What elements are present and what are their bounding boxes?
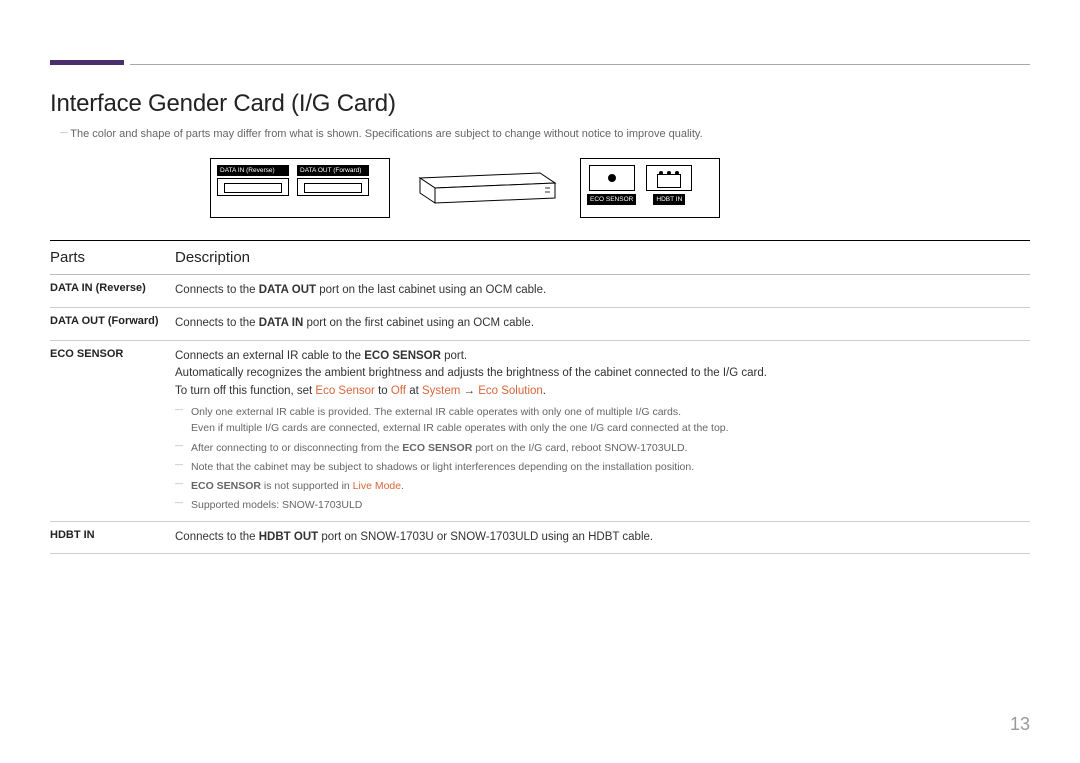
th-description: Description [175,241,1030,274]
part-name: DATA OUT (Forward) [50,315,175,333]
rj45-icon [646,165,692,191]
diagram-ports: DATA IN (Reverse) DATA OUT (Forward) [210,158,390,218]
desc-line: To turn off this function, set Eco Senso… [175,383,1030,401]
table-row: DATA OUT (Forward) Connects to the DATA … [50,308,1030,341]
desc-line: Automatically recognizes the ambient bri… [175,365,1030,383]
port-label-eco: ECO SENSOR [587,194,636,205]
part-name: ECO SENSOR [50,348,175,514]
desc-text: port on the last cabinet using an OCM ca… [316,284,546,296]
page: Interface Gender Card (I/G Card) The col… [0,0,1080,763]
part-desc: Connects to the DATA IN port on the firs… [175,315,1030,333]
sub-note: ECO SENSOR is not supported in Live Mode… [175,478,1030,494]
desc-bold: DATA OUT [259,284,316,296]
desc-text: To turn off this function, set [175,385,315,397]
desc-text: port. [441,350,467,362]
sub-note: Only one external IR cable is provided. … [175,404,1030,420]
part-name: DATA IN (Reverse) [50,282,175,300]
desc-text: After connecting to or disconnecting fro… [191,442,402,454]
th-parts: Parts [50,241,175,274]
desc-text: port on the I/G card, reboot SNOW-1703UL… [472,442,687,454]
accent-bar [50,60,124,65]
desc-text: port on the first cabinet using an OCM c… [303,317,534,329]
table-row: DATA IN (Reverse) Connects to the DATA O… [50,275,1030,308]
port-data-in: DATA IN (Reverse) [217,165,289,211]
part-desc: Connects to the DATA OUT port on the las… [175,282,1030,300]
port-hdbt-in: HDBT IN [646,165,692,211]
desc-text: to [375,385,391,397]
sub-note: Note that the cabinet may be subject to … [175,459,1030,475]
desc-text: . [543,385,546,397]
port-slot-icon [297,178,369,196]
desc-line: Connects an external IR cable to the ECO… [175,348,1030,366]
table-row: HDBT IN Connects to the HDBT OUT port on… [50,522,1030,555]
accent-text: Eco Solution [478,385,543,397]
top-divider [130,64,1030,65]
accent-text: Off [391,385,406,397]
desc-text: Connects to the [175,317,259,329]
desc-bold: ECO SENSOR [402,442,472,454]
page-number: 13 [1010,714,1030,735]
page-heading: Interface Gender Card (I/G Card) [50,90,1030,118]
port-slot-icon [217,178,289,196]
desc-bold: ECO SENSOR [191,480,261,492]
accent-text: Eco Sensor [315,385,374,397]
desc-text: port on SNOW-1703U or SNOW-1703ULD using… [318,531,653,543]
desc-bold: ECO SENSOR [364,350,441,362]
sub-note-cont: Even if multiple I/G cards are connected… [175,420,1030,436]
diagram-row: DATA IN (Reverse) DATA OUT (Forward) ECO… [210,158,1030,218]
desc-text: Connects to the [175,531,259,543]
desc-text: . [401,480,404,492]
top-note: The color and shape of parts may differ … [60,128,1030,140]
table-row: ECO SENSOR Connects an external IR cable… [50,341,1030,522]
port-eco-sensor: ECO SENSOR [587,165,636,211]
port-data-out: DATA OUT (Forward) [297,165,369,211]
desc-text: Connects an external IR cable to the [175,350,364,362]
table-header: Parts Description [50,240,1030,275]
desc-text: is not supported in [261,480,353,492]
accent-text: Live Mode [353,480,401,492]
sub-note: After connecting to or disconnecting fro… [175,440,1030,456]
part-desc: Connects to the HDBT OUT port on SNOW-17… [175,529,1030,547]
part-name: HDBT IN [50,529,175,547]
port-label-data-out: DATA OUT (Forward) [297,165,369,176]
desc-text: → [460,385,478,397]
diagram-small-ports: ECO SENSOR HDBT IN [580,158,720,218]
desc-text: at [406,385,422,397]
parts-table: Parts Description DATA IN (Reverse) Conn… [50,240,1030,554]
accent-text: System [422,385,460,397]
card-3d-icon [410,168,560,208]
diagram-card-3d [410,168,560,208]
desc-bold: HDBT OUT [259,531,318,543]
sub-note: Supported models: SNOW-1703ULD [175,497,1030,513]
port-label-hdbt: HDBT IN [653,194,685,205]
port-label-data-in: DATA IN (Reverse) [217,165,289,176]
desc-text: Connects to the [175,284,259,296]
eco-sensor-icon [589,165,635,191]
desc-bold: DATA IN [259,317,304,329]
part-desc: Connects an external IR cable to the ECO… [175,348,1030,514]
